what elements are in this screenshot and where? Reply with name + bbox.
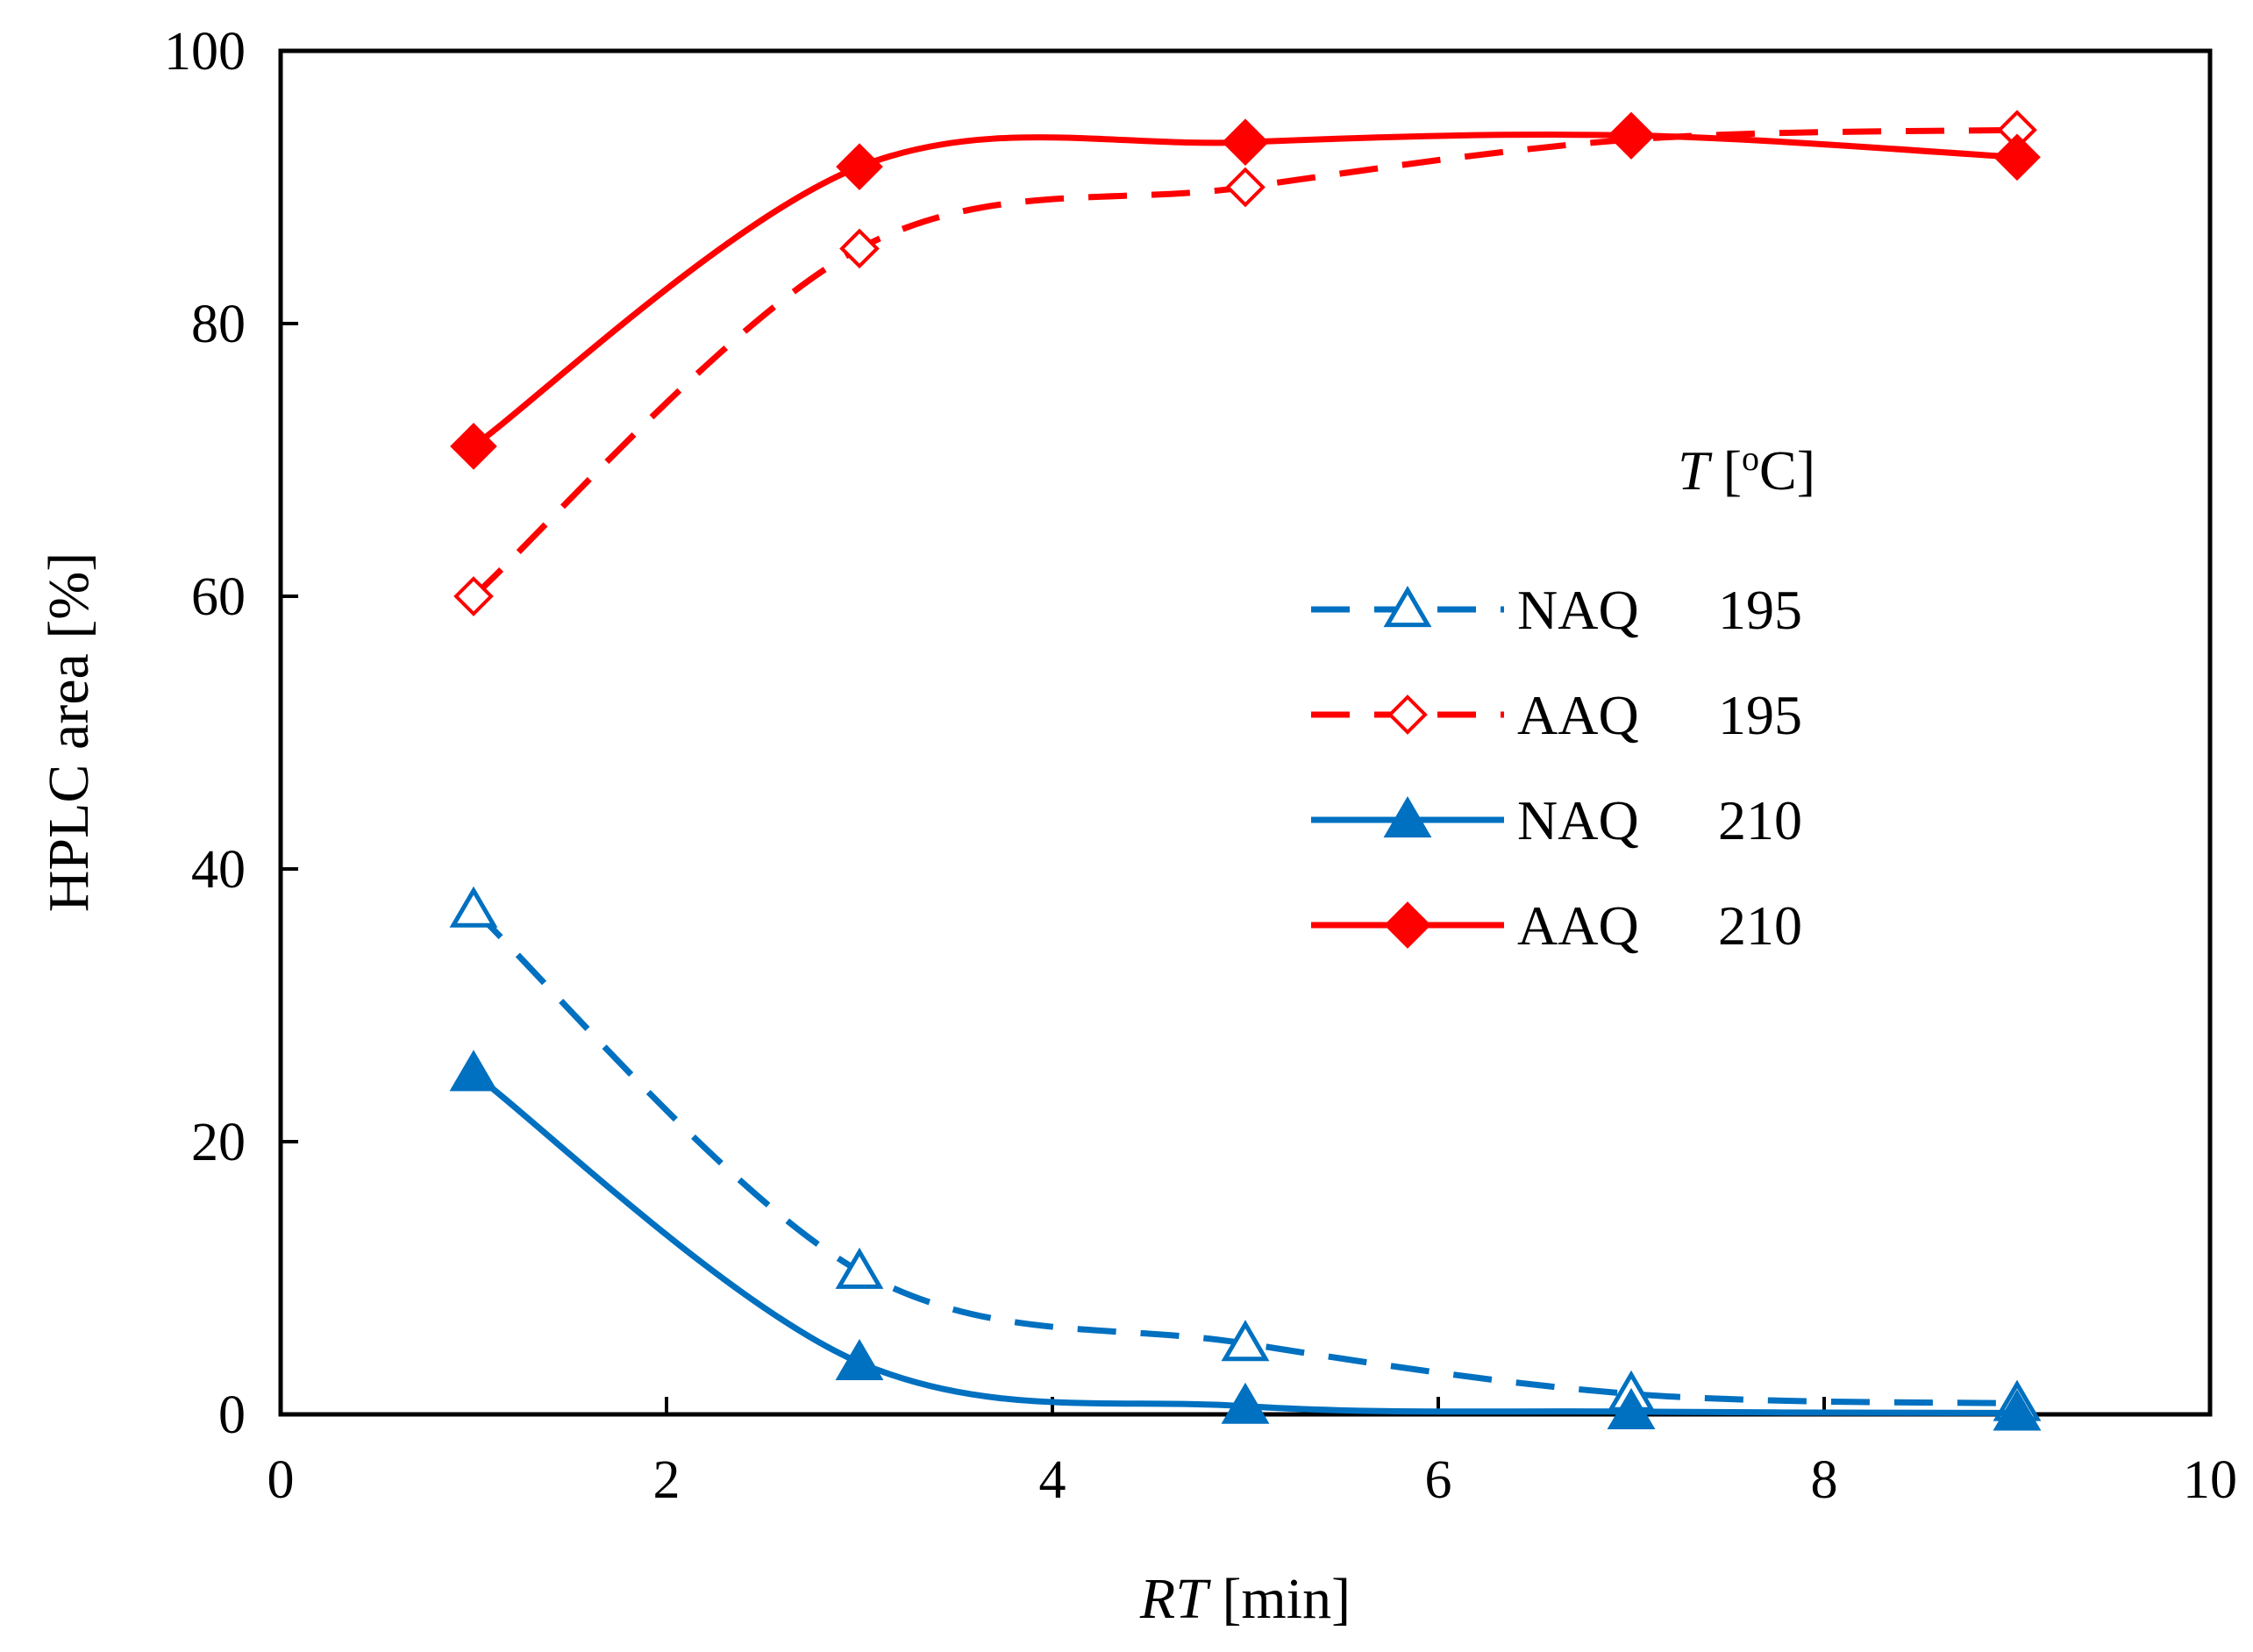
y-tick-label: 40 [191, 840, 246, 900]
legend-title-unit-suffix: C] [1759, 439, 1815, 502]
data-point [835, 1338, 884, 1381]
x-axis-title: RT [min] [1139, 1567, 1351, 1631]
legend-marker [1383, 586, 1432, 628]
legend-item: NAQ 210 [1311, 789, 1802, 851]
data-point [835, 1247, 884, 1289]
legend-label: NAQ [1517, 579, 1639, 641]
x-axis-title-unit: [min] [1208, 1567, 1351, 1631]
x-tick-label: 0 [267, 1450, 295, 1510]
data-point [450, 423, 497, 470]
legend-label: AAQ [1517, 894, 1639, 957]
legend-item: AAQ 195 [1311, 684, 1802, 746]
y-tick-label: 80 [191, 295, 246, 354]
data-point [836, 143, 883, 191]
data-point [449, 886, 498, 928]
legend-title-unit-prefix: [ [1709, 439, 1742, 502]
legend-temperature: 210 [1718, 789, 1802, 851]
y-axis-title: HPLC area [%] [37, 552, 101, 913]
x-tick-label: 10 [2183, 1450, 2237, 1510]
y-tick-label: 60 [191, 567, 246, 627]
data-point [1993, 1389, 2042, 1431]
data-point [453, 576, 494, 616]
data-point [1221, 1382, 1270, 1424]
legend-title: T [oC] [1678, 438, 1815, 502]
legend-temperature: 195 [1718, 684, 1802, 746]
series-naq-210 [449, 1050, 2042, 1431]
series-line [471, 1071, 2018, 1416]
x-tick-label: 6 [1425, 1450, 1452, 1510]
x-tick-label: 8 [1811, 1450, 1838, 1510]
data-point [1221, 1320, 1270, 1362]
legend-item: NAQ 195 [1311, 579, 1802, 641]
x-axis-title-italic: RT [1139, 1567, 1211, 1631]
legend-title-unit-sup: o [1742, 438, 1759, 478]
y-tick-label: 20 [191, 1113, 246, 1172]
legend-marker [1387, 694, 1428, 735]
series-line [471, 908, 2018, 1407]
legend-label: NAQ [1517, 789, 1639, 851]
legend-label: AAQ [1517, 684, 1639, 746]
data-point [1608, 111, 1655, 160]
data-point [1225, 167, 1266, 208]
data-point [449, 1050, 498, 1092]
legend-title-italic: T [1678, 439, 1713, 502]
series-layer [449, 110, 2042, 1431]
legend-marker [1383, 796, 1432, 838]
legend-temperature: 210 [1718, 894, 1802, 957]
legend-temperature: 195 [1718, 579, 1802, 641]
legend-item: AAQ 210 [1311, 894, 1802, 957]
data-point [1607, 1387, 1656, 1429]
legend-entries: NAQ 195 AAQ 195 NAQ 210 AAQ 210 [1311, 579, 1802, 957]
legend-marker [1384, 901, 1431, 949]
y-tick-label: 100 [164, 22, 246, 82]
x-tick-label: 4 [1039, 1450, 1066, 1510]
y-tick-label: 0 [218, 1385, 246, 1445]
legend: T [oC] NAQ 195 AAQ 195 NAQ 210 AAQ 210 [1311, 438, 1815, 957]
series-aaq-210 [450, 111, 2041, 470]
data-point [1222, 118, 1269, 167]
data-point [839, 228, 880, 269]
data-point [1993, 133, 2041, 182]
x-tick-label: 2 [653, 1450, 681, 1510]
